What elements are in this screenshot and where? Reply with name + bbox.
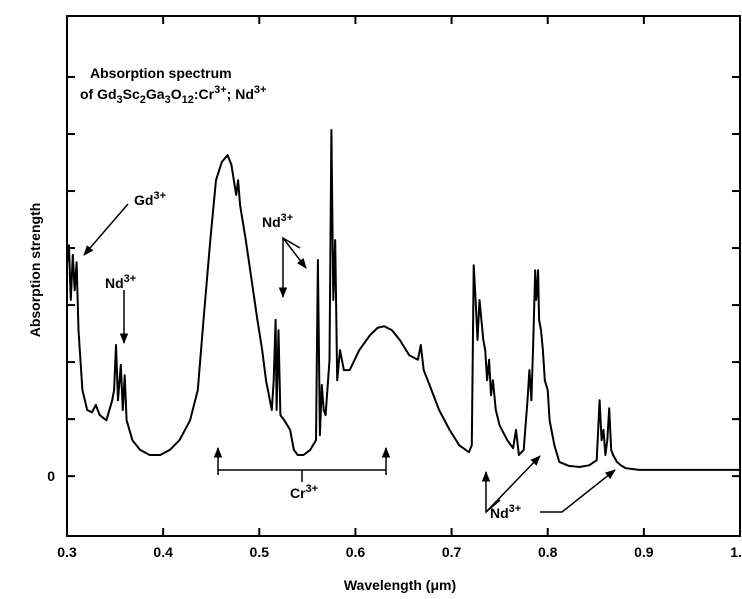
x-tick-label: 1.0: [730, 544, 742, 560]
text-part: 3: [117, 94, 123, 106]
text-part: Gd: [134, 192, 153, 208]
text-part: Sc: [123, 86, 140, 102]
x-tick-label: 0.3: [57, 544, 77, 560]
x-tick-label: 0.7: [442, 544, 462, 560]
annotation-arrows: [83, 203, 616, 514]
text-part: 3+: [254, 84, 267, 96]
text-part: Nd: [262, 214, 281, 230]
chart-title: of Gd3Sc2Ga3O12:Cr3+; Nd3+: [80, 84, 266, 106]
y-axis-label: Absorption strength: [27, 203, 43, 338]
text-part: 2: [140, 94, 146, 106]
x-tick-label: 0.5: [250, 544, 270, 560]
text-part: 3+: [306, 483, 319, 495]
x-tick-label: 0.6: [346, 544, 366, 560]
text-part: 3+: [124, 273, 137, 285]
annotation: Nd3+: [490, 503, 521, 521]
x-tick-label: 0.9: [634, 544, 654, 560]
text-part: 3+: [281, 212, 294, 224]
text-part: Nd: [105, 275, 124, 291]
text-part: 3+: [509, 503, 522, 515]
text-part: Ga: [146, 86, 165, 102]
annotation: Nd3+: [262, 212, 293, 230]
text-part: 12: [182, 94, 194, 106]
text-part: Cr: [290, 485, 306, 501]
spectrum-line: [66, 129, 740, 471]
y-tick-label: 0: [47, 468, 55, 484]
x-tick-label: 0.8: [538, 544, 558, 560]
text-part: ; Nd: [227, 86, 254, 102]
annotation: Gd3+: [134, 190, 166, 208]
x-tick-label: 0.4: [153, 544, 173, 560]
plot-frame: [66, 15, 741, 537]
x-axis-label: Wavelength (μm): [344, 577, 456, 593]
text-part: of Gd: [80, 86, 117, 102]
text-part: Nd: [490, 505, 509, 521]
chart-title: Absorption spectrum: [90, 65, 232, 81]
text-part: 3+: [214, 84, 227, 96]
annotation: Nd3+: [105, 273, 136, 291]
text-part: 3+: [153, 190, 166, 202]
text-part: Absorption spectrum: [90, 65, 232, 81]
text-part: :Cr: [194, 86, 215, 102]
text-part: 3: [165, 94, 171, 106]
text-part: O: [171, 86, 182, 102]
annotation: Cr3+: [290, 483, 318, 501]
